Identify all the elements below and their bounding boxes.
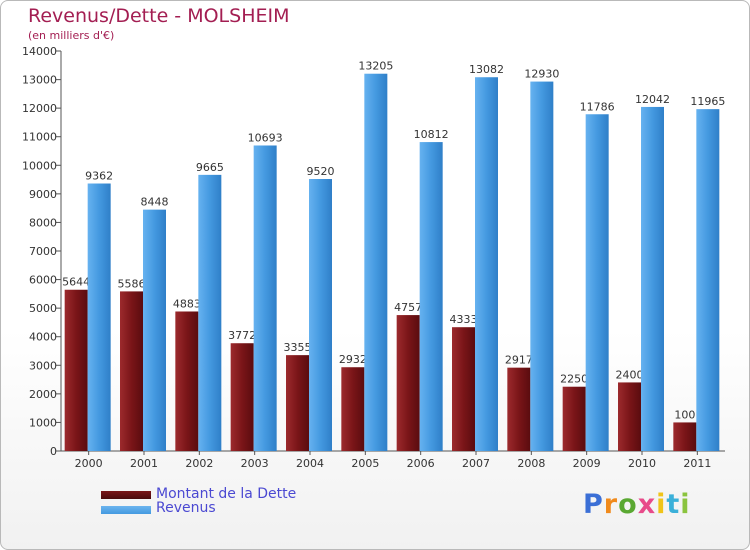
data-label-dette: 3772	[228, 329, 256, 342]
x-tick-label: 2011	[683, 457, 711, 470]
y-tick-label: 9000	[29, 188, 57, 201]
y-tick-label: 2000	[29, 388, 57, 401]
bar-dette	[507, 367, 531, 451]
x-tick-label: 2009	[573, 457, 601, 470]
bar-dette	[286, 355, 309, 451]
x-tick-label: 2003	[241, 457, 269, 470]
data-label-dette: 4883	[173, 297, 201, 310]
legend-label-revenus: Revenus	[156, 500, 216, 516]
y-tick-label: 5000	[29, 302, 57, 315]
bar-dette	[341, 367, 365, 451]
data-label-revenus: 8448	[141, 196, 169, 209]
bar-dette	[618, 382, 641, 451]
y-tick-label: 12000	[22, 102, 57, 115]
data-label-revenus: 10812	[414, 128, 449, 141]
data-label-revenus: 12042	[635, 93, 670, 106]
y-tick-label: 4000	[29, 331, 57, 344]
bar-revenus	[198, 174, 222, 451]
data-label-dette: 3355	[284, 341, 312, 354]
bar-revenus	[364, 73, 388, 451]
proxiti-logo: Proxiti	[583, 489, 691, 520]
data-label-revenus: 13082	[469, 63, 504, 76]
x-tick-label: 2001	[130, 457, 158, 470]
bar-revenus	[585, 114, 609, 451]
bar-revenus	[475, 77, 498, 451]
bar-dette	[175, 311, 199, 451]
x-tick-label: 2005	[351, 457, 379, 470]
legend-swatch-revenus	[101, 506, 151, 514]
bar-revenus	[419, 142, 443, 452]
x-tick-label: 2008	[517, 457, 545, 470]
data-label-dette: 2932	[339, 353, 367, 366]
data-label-revenus: 9362	[85, 170, 113, 183]
y-tick-label: 8000	[29, 216, 57, 229]
legend-swatch-dette	[101, 491, 151, 499]
bar-dette	[120, 291, 143, 451]
y-tick-label: 0	[50, 445, 57, 458]
bar-revenus	[253, 145, 277, 451]
y-tick-label: 1000	[29, 416, 57, 429]
x-tick-label: 2000	[75, 457, 103, 470]
data-label-revenus: 9665	[196, 161, 224, 174]
y-tick-label: 13000	[22, 74, 57, 87]
data-label-dette: 5586	[118, 277, 146, 290]
x-tick-label: 2007	[462, 457, 490, 470]
data-label-dette: 2250	[560, 373, 588, 386]
bar-revenus	[696, 109, 720, 452]
data-label-revenus: 12930	[524, 68, 559, 81]
data-label-revenus: 13205	[358, 60, 393, 73]
data-label-dette: 2400	[616, 368, 644, 381]
bar-revenus	[87, 183, 111, 451]
y-tick-label: 3000	[29, 359, 57, 372]
data-label-dette: 4757	[394, 301, 422, 314]
bar-dette	[452, 327, 475, 451]
bar-revenus	[309, 179, 332, 451]
y-tick-label: 7000	[29, 245, 57, 258]
legend-label-dette: Montant de la Dette	[156, 486, 297, 502]
data-label-revenus: 11965	[690, 95, 725, 108]
x-tick-label: 2002	[185, 457, 213, 470]
x-tick-label: 2006	[407, 457, 435, 470]
y-tick-label: 11000	[22, 131, 57, 144]
data-label-dette: 2917	[505, 354, 533, 367]
data-label-dette: 5644	[62, 276, 90, 289]
y-tick-label: 14000	[22, 45, 57, 58]
bar-revenus	[641, 106, 664, 451]
bar-dette	[396, 315, 420, 451]
chart-subtitle: (en milliers d'€)	[28, 29, 115, 42]
x-tick-label: 2004	[296, 457, 324, 470]
data-label-revenus: 11786	[580, 100, 615, 113]
data-label-revenus: 9520	[307, 165, 335, 178]
data-label-dette: 4333	[450, 313, 478, 326]
data-label-revenus: 10693	[248, 131, 283, 144]
bar-dette	[673, 422, 697, 451]
chart-title: Revenus/Dette - MOLSHEIM	[28, 5, 290, 27]
bar-dette	[562, 386, 586, 451]
bar-dette	[230, 343, 254, 451]
x-tick-label: 2010	[628, 457, 656, 470]
data-label-dette: 100	[674, 408, 695, 421]
bar-dette	[64, 289, 88, 451]
y-tick-label: 6000	[29, 274, 57, 287]
y-tick-label: 10000	[22, 159, 57, 172]
bar-revenus	[530, 81, 554, 452]
bar-revenus	[143, 209, 166, 451]
